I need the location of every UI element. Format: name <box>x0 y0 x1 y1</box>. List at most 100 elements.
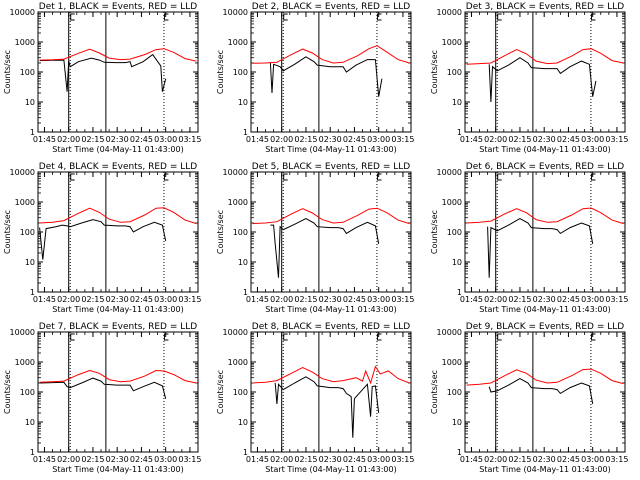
panel-title: Det 2, BLACK = Events, RED = LLD <box>252 2 411 12</box>
x-tick-label: 02:30 <box>319 135 342 144</box>
x-tick-label: 02:45 <box>343 135 366 144</box>
x-tick-label: 03:15 <box>178 295 201 304</box>
y-tick-label: 10000 <box>223 8 248 17</box>
panel-det-5: Det 5, BLACK = Events, RED = LLD 1 10 100 10… <box>216 162 414 314</box>
x-tick-label: 03:15 <box>605 295 628 304</box>
x-tick-label: 01:45 <box>460 295 483 304</box>
y-axis-label: Counts/sec <box>3 210 12 254</box>
x-axis-label: Start Time (04-May-11 01:43:00) <box>479 145 610 154</box>
x-tick-label: 02:45 <box>557 135 580 144</box>
flag-marker <box>70 173 75 181</box>
y-tick-label: 10000 <box>223 328 248 337</box>
x-tick-label: 01:45 <box>33 295 56 304</box>
x-tick-label: 02:45 <box>130 135 153 144</box>
y-axis-label: Counts/sec <box>216 370 225 414</box>
plot-frame <box>464 331 626 453</box>
x-tick-label: 01:45 <box>460 455 483 464</box>
x-tick-label: 02:00 <box>270 295 293 304</box>
y-tick-label: 1 <box>243 288 248 297</box>
x-tick-label: 02:00 <box>57 455 80 464</box>
x-axis-label: Start Time (04-May-11 01:43:00) <box>479 465 610 474</box>
series-events-line <box>39 53 167 92</box>
x-tick-label: 02:00 <box>484 455 507 464</box>
flag-marker <box>590 173 596 181</box>
x-tick-label: 02:15 <box>81 455 104 464</box>
flag-marker <box>283 333 288 341</box>
series-events-line <box>488 378 594 404</box>
y-tick-label: 100 <box>233 68 248 77</box>
x-axis-label: Start Time (04-May-11 01:43:00) <box>265 465 396 474</box>
x-tick-label: 01:45 <box>246 455 269 464</box>
y-tick-label: 1 <box>30 128 35 137</box>
y-tick-label: 10 <box>25 98 35 107</box>
flag-marker <box>497 333 502 341</box>
y-axis-label: Counts/sec <box>430 50 439 94</box>
x-tick-label: 03:15 <box>605 135 628 144</box>
x-tick-label: 02:45 <box>130 455 153 464</box>
x-tick-label: 01:45 <box>33 455 56 464</box>
flag-marker <box>376 333 382 341</box>
series-events-line <box>39 219 167 260</box>
x-tick-label: 03:15 <box>391 455 414 464</box>
x-tick-label: 03:15 <box>391 135 414 144</box>
y-tick-label: 1 <box>30 448 35 457</box>
x-tick-label: 02:30 <box>106 295 129 304</box>
x-tick-label: 02:15 <box>508 295 531 304</box>
y-tick-label: 1 <box>457 448 462 457</box>
x-tick-label: 02:15 <box>508 455 531 464</box>
series-lld-line <box>252 45 410 64</box>
series-lld-line <box>39 369 197 384</box>
y-axis-label: Counts/sec <box>3 50 12 94</box>
y-axis-label: Counts/sec <box>216 210 225 254</box>
flag-marker <box>70 13 75 21</box>
y-axis-label: Counts/sec <box>216 50 225 94</box>
series-lld-line <box>466 207 624 225</box>
y-tick-label: 1000 <box>228 198 248 207</box>
panel-det-6: Det 6, BLACK = Events, RED = LLD 1 10 100 10… <box>430 162 628 314</box>
y-tick-label: 10 <box>238 258 248 267</box>
series-lld-line <box>39 48 197 62</box>
y-tick-label: 10 <box>452 418 462 427</box>
panel-title: Det 4, BLACK = Events, RED = LLD <box>39 162 198 172</box>
flag-marker <box>163 13 169 21</box>
panel-det-2: Det 2, BLACK = Events, RED = LLD 1 10 100 10… <box>216 2 414 154</box>
y-tick-label: 100 <box>233 388 248 397</box>
y-tick-label: 1000 <box>15 38 35 47</box>
x-tick-label: 02:30 <box>319 455 342 464</box>
y-tick-label: 10000 <box>10 328 35 337</box>
series-lld-line <box>39 207 197 225</box>
series-lld-line <box>466 48 624 65</box>
y-tick-label: 1000 <box>442 198 462 207</box>
flag-marker <box>497 13 502 21</box>
y-axis-label: Counts/sec <box>430 370 439 414</box>
x-tick-label: 02:45 <box>343 455 366 464</box>
y-tick-label: 1000 <box>15 358 35 367</box>
x-tick-label: 02:30 <box>533 455 556 464</box>
x-tick-label: 02:15 <box>81 295 104 304</box>
y-axis-label: Counts/sec <box>430 210 439 254</box>
x-tick-label: 02:00 <box>484 135 507 144</box>
series-lld-line <box>466 368 624 386</box>
x-tick-label: 03:15 <box>178 455 201 464</box>
x-tick-label: 02:30 <box>106 455 129 464</box>
y-tick-label: 10 <box>25 258 35 267</box>
flag-marker <box>163 333 169 341</box>
series-events-line <box>39 377 167 399</box>
x-tick-label: 01:45 <box>33 135 56 144</box>
x-tick-label: 01:45 <box>246 295 269 304</box>
x-tick-label: 03:15 <box>605 455 628 464</box>
flag-marker <box>590 333 596 341</box>
y-tick-label: 100 <box>20 388 35 397</box>
x-axis-label: Start Time (04-May-11 01:43:00) <box>479 305 610 314</box>
plot-frame <box>464 11 626 133</box>
y-tick-label: 1000 <box>442 38 462 47</box>
x-axis-label: Start Time (04-May-11 01:43:00) <box>265 145 396 154</box>
flag-marker <box>283 173 288 181</box>
flag-marker <box>376 13 382 21</box>
y-tick-label: 1 <box>243 448 248 457</box>
x-tick-label: 02:15 <box>81 135 104 144</box>
x-tick-label: 02:00 <box>57 295 80 304</box>
x-tick-label: 03:00 <box>154 455 177 464</box>
flag-marker <box>590 13 596 21</box>
series-events-line <box>487 218 594 278</box>
